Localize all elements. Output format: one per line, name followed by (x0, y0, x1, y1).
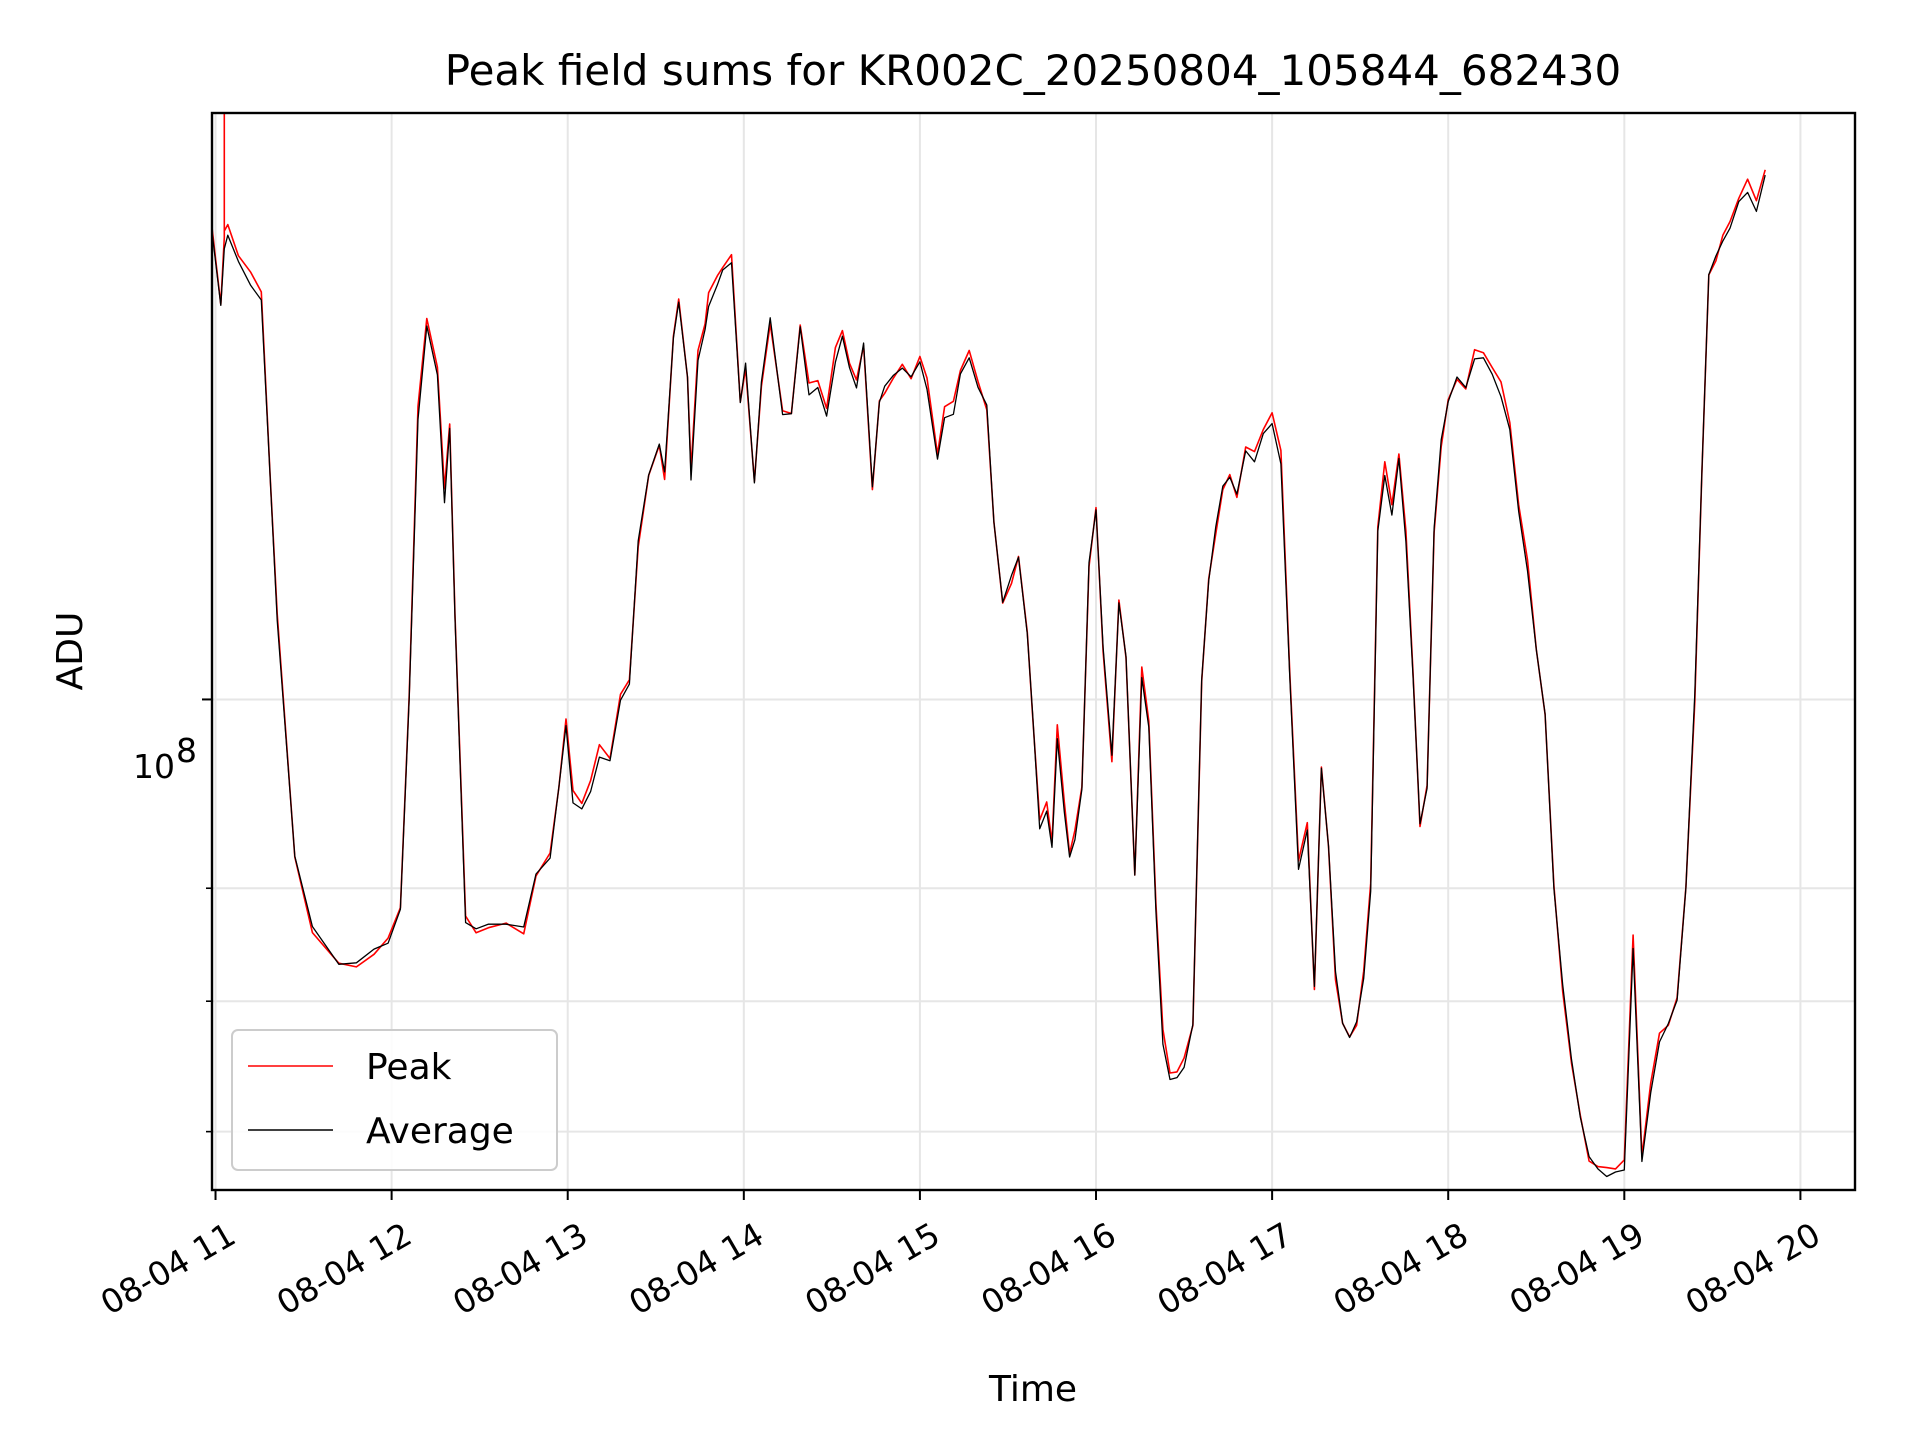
x-axis-label: Time (988, 1369, 1077, 1410)
y-axis-label: ADU (50, 612, 91, 691)
series-line-peak (212, 113, 1766, 1170)
legend-box (231, 1029, 558, 1171)
y-tick-label-exponent: 8 (176, 731, 197, 770)
y-tick-label-1e8: 10 8 (133, 731, 197, 786)
y-tick-label-base: 10 (133, 747, 175, 786)
legend-label-average: Average (366, 1111, 514, 1152)
legend: Peak Average (231, 1029, 558, 1171)
plot-frame (210, 111, 1857, 1192)
chart-title: Peak field sums for KR002C_20250804_1058… (445, 46, 1621, 95)
series-lines (212, 113, 1766, 1178)
series-line-average (212, 174, 1766, 1178)
grid (212, 113, 1855, 1190)
legend-label-peak: Peak (366, 1047, 452, 1088)
